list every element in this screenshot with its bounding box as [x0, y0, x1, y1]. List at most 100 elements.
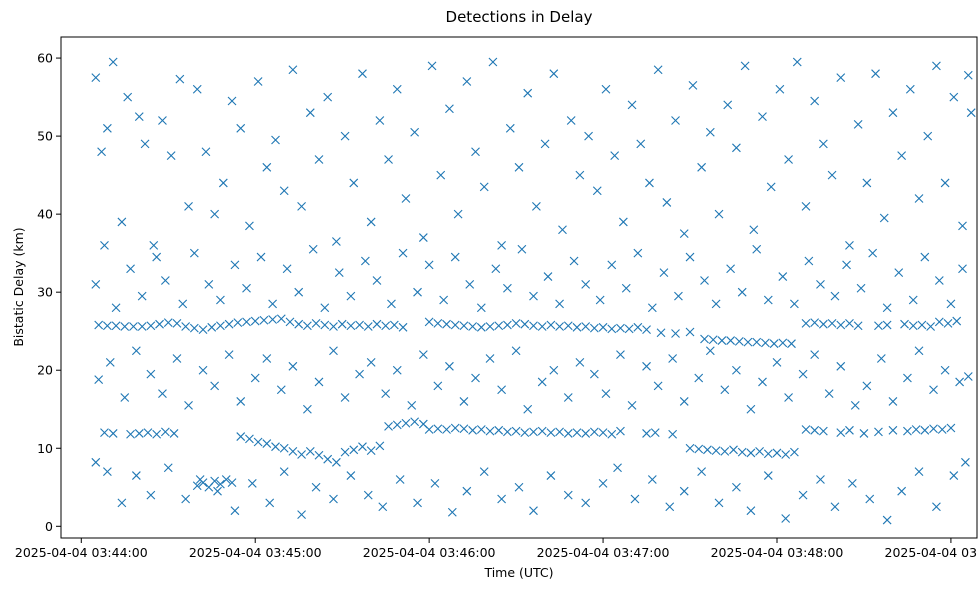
data-point — [734, 336, 744, 346]
data-point — [424, 317, 434, 327]
data-point — [100, 428, 109, 438]
data-point — [598, 428, 608, 438]
data-point — [184, 201, 193, 211]
data-point — [555, 322, 564, 331]
data-point — [129, 322, 138, 331]
data-point — [856, 283, 866, 293]
data-point — [607, 324, 617, 334]
x-tick-label: 2025-04-04 03:48:00 — [711, 545, 844, 560]
data-point — [616, 426, 625, 436]
data-point — [236, 123, 246, 133]
data-point — [279, 443, 289, 453]
data-point — [158, 389, 167, 399]
data-point — [656, 328, 666, 338]
data-point — [346, 471, 356, 480]
data-point — [763, 449, 773, 459]
data-point — [665, 502, 675, 512]
data-point — [418, 233, 428, 242]
data-point — [459, 397, 469, 406]
y-tick-label: 20 — [37, 363, 53, 378]
data-point — [381, 321, 391, 331]
data-point — [485, 322, 495, 331]
data-point — [245, 221, 254, 231]
data-point — [358, 69, 367, 79]
data-point — [303, 321, 312, 331]
data-point — [102, 467, 112, 477]
data-point — [108, 429, 118, 438]
data-point — [146, 369, 156, 379]
data-point — [888, 108, 898, 118]
data-point — [830, 291, 840, 301]
data-point — [445, 104, 454, 114]
data-point — [476, 425, 486, 434]
data-point — [111, 303, 121, 313]
data-point — [117, 217, 127, 227]
data-point — [894, 268, 904, 278]
data-point — [572, 322, 582, 332]
data-point — [497, 494, 506, 504]
data-point — [752, 244, 762, 254]
data-point — [366, 217, 376, 227]
data-point — [845, 240, 854, 250]
data-point — [705, 346, 715, 356]
data-point — [572, 428, 582, 438]
data-point — [271, 135, 280, 145]
data-point — [766, 182, 776, 192]
data-point — [581, 279, 591, 289]
data-point — [491, 264, 501, 274]
data-point — [920, 252, 930, 262]
data-point — [647, 303, 657, 313]
data-point — [311, 482, 321, 492]
data-point — [476, 303, 486, 313]
data-point — [323, 92, 333, 102]
data-point — [172, 319, 182, 328]
data-point — [152, 429, 162, 439]
data-point — [726, 264, 735, 274]
data-point — [937, 425, 947, 434]
data-point — [882, 320, 892, 330]
data-point — [413, 287, 422, 297]
data-point — [914, 194, 924, 203]
data-point — [903, 373, 912, 383]
data-point — [152, 252, 162, 262]
data-point — [905, 84, 915, 94]
data-point — [334, 268, 344, 278]
data-point — [424, 260, 434, 270]
data-point — [430, 478, 440, 488]
data-point — [340, 393, 350, 402]
data-point — [949, 92, 959, 102]
data-point — [381, 389, 391, 399]
data-point — [853, 321, 863, 331]
data-point — [618, 217, 628, 227]
data-point — [355, 320, 364, 330]
data-point — [503, 320, 512, 330]
data-point — [137, 291, 147, 301]
data-point — [192, 84, 202, 94]
data-point — [149, 240, 159, 250]
data-point — [384, 422, 393, 431]
data-point — [320, 303, 330, 313]
data-point — [697, 162, 707, 172]
data-point — [268, 299, 277, 309]
data-point — [462, 77, 472, 86]
data-point — [700, 276, 709, 285]
data-point — [679, 229, 689, 239]
data-point — [358, 442, 367, 452]
data-point — [485, 354, 495, 363]
data-point — [303, 404, 312, 414]
data-point — [616, 323, 625, 333]
data-point — [514, 162, 524, 172]
data-point — [137, 322, 147, 331]
data-point — [601, 389, 611, 399]
chart-title: Detections in Delay — [446, 8, 593, 26]
data-point — [433, 319, 443, 328]
data-point — [845, 319, 854, 328]
data-point — [659, 268, 669, 278]
data-point — [708, 335, 718, 345]
data-point — [784, 393, 793, 402]
data-point — [827, 319, 837, 328]
data-point — [120, 393, 130, 402]
data-point — [329, 346, 338, 356]
data-point — [140, 139, 150, 149]
